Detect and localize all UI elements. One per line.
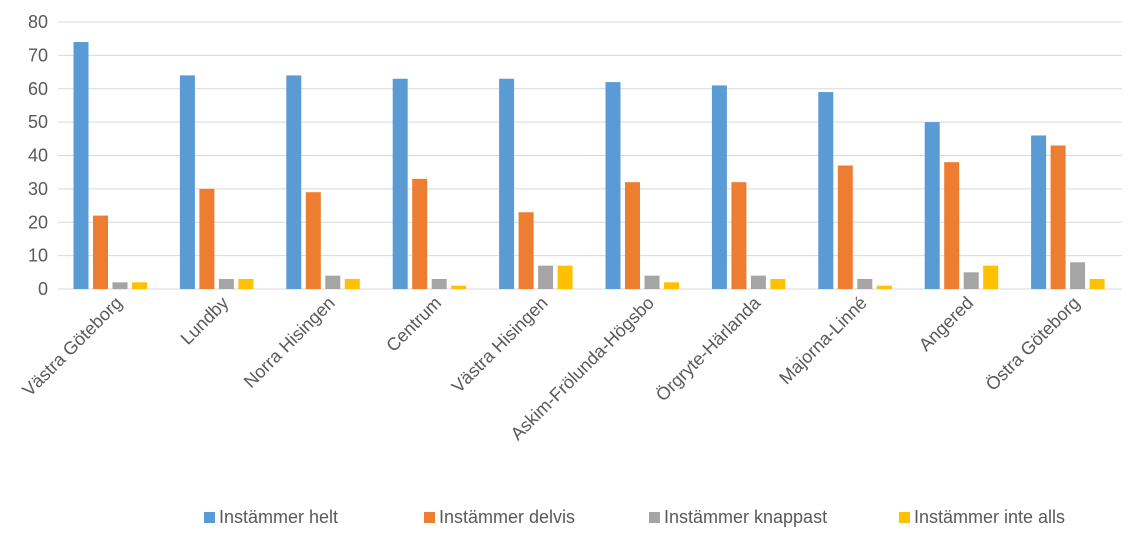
y-tick-label: 40 bbox=[28, 146, 48, 166]
bar-instämmer-inte-alls bbox=[451, 285, 467, 289]
bar-instämmer-delvis bbox=[199, 188, 215, 289]
bar-instämmer-helt bbox=[286, 75, 302, 290]
bar-instämmer-helt bbox=[924, 122, 940, 289]
x-tick-label: Örgryte-Härlanda bbox=[652, 292, 765, 405]
bar-instämmer-helt bbox=[73, 42, 89, 290]
bar-instämmer-knappast bbox=[750, 275, 766, 289]
bar-instämmer-inte-alls bbox=[557, 265, 573, 289]
bar-instämmer-delvis bbox=[93, 215, 108, 289]
bars bbox=[73, 42, 1105, 290]
x-axis: Västra Göteborg Lundby Norra Hisingen Centr… bbox=[18, 292, 1083, 444]
x-tick-label: Angered bbox=[915, 293, 977, 355]
y-tick-label: 80 bbox=[28, 12, 48, 32]
bar-instämmer-helt bbox=[179, 75, 195, 290]
x-tick-label: Västra Göteborg bbox=[18, 293, 126, 401]
legend-swatch bbox=[424, 512, 435, 523]
y-tick-label: 60 bbox=[28, 79, 48, 99]
bar-instämmer-knappast bbox=[963, 272, 979, 289]
y-tick-label: 30 bbox=[28, 179, 48, 199]
bar-instämmer-delvis bbox=[412, 178, 428, 289]
bar-instämmer-helt bbox=[1031, 135, 1047, 289]
bar-instämmer-knappast bbox=[218, 278, 234, 289]
legend-label: Instämmer delvis bbox=[439, 507, 575, 527]
gridlines bbox=[58, 21, 1122, 290]
bar-instämmer-inte-alls bbox=[132, 282, 147, 289]
y-tick-label: 50 bbox=[28, 112, 48, 132]
bar-instämmer-helt bbox=[392, 78, 408, 289]
bar-instämmer-knappast bbox=[857, 278, 873, 289]
bar-instämmer-inte-alls bbox=[876, 285, 892, 289]
bar-instämmer-knappast bbox=[112, 282, 128, 289]
legend-swatch bbox=[899, 512, 910, 523]
bar-instämmer-helt bbox=[499, 78, 515, 289]
legend-label: Instämmer inte alls bbox=[914, 507, 1065, 527]
y-tick-label: 70 bbox=[28, 45, 48, 65]
y-axis: 0 10 20 30 40 50 60 70 80 bbox=[28, 12, 48, 299]
bar-instämmer-knappast bbox=[1070, 262, 1086, 289]
bar-instämmer-delvis bbox=[1050, 145, 1066, 289]
bar-instämmer-delvis bbox=[625, 182, 640, 289]
bar-instämmer-inte-alls bbox=[344, 278, 360, 289]
bar-instämmer-delvis bbox=[837, 165, 853, 289]
x-tick-label: Centrum bbox=[382, 293, 445, 356]
bar-instämmer-inte-alls bbox=[664, 282, 679, 289]
x-tick-label: Lundby bbox=[177, 293, 233, 349]
bar-instämmer-knappast bbox=[431, 278, 447, 289]
bar-instämmer-inte-alls bbox=[238, 278, 254, 289]
legend-swatch bbox=[204, 512, 215, 523]
bar-instämmer-delvis bbox=[518, 212, 534, 289]
bar-instämmer-inte-alls bbox=[1089, 278, 1105, 289]
bar-instämmer-delvis bbox=[731, 182, 747, 289]
bar-instämmer-inte-alls bbox=[983, 265, 999, 289]
y-tick-label: 20 bbox=[28, 212, 48, 232]
x-tick-label: Majorna-Linné bbox=[775, 293, 871, 389]
bar-instämmer-inte-alls bbox=[770, 278, 786, 289]
bar-instämmer-knappast bbox=[325, 275, 341, 289]
legend: Instämmer helt Instämmer delvis Instämmer … bbox=[204, 507, 1065, 527]
x-tick-label: Norra Hisingen bbox=[240, 293, 339, 392]
legend-swatch bbox=[649, 512, 660, 523]
legend-label: Instämmer helt bbox=[219, 507, 338, 527]
bar-instämmer-helt bbox=[818, 92, 834, 290]
x-tick-label: Västra Hisingen bbox=[448, 293, 552, 397]
bar-instämmer-helt bbox=[605, 82, 621, 289]
y-tick-label: 0 bbox=[38, 279, 48, 299]
bar-instämmer-delvis bbox=[944, 162, 960, 289]
bar-instämmer-delvis bbox=[305, 192, 321, 289]
legend-label: Instämmer knappast bbox=[664, 507, 827, 527]
bar-instämmer-helt bbox=[711, 85, 727, 289]
x-tick-label: Östra Göteborg bbox=[982, 293, 1084, 395]
bar-instämmer-knappast bbox=[538, 265, 554, 289]
bar-instämmer-knappast bbox=[644, 275, 660, 289]
y-tick-label: 10 bbox=[28, 246, 48, 266]
